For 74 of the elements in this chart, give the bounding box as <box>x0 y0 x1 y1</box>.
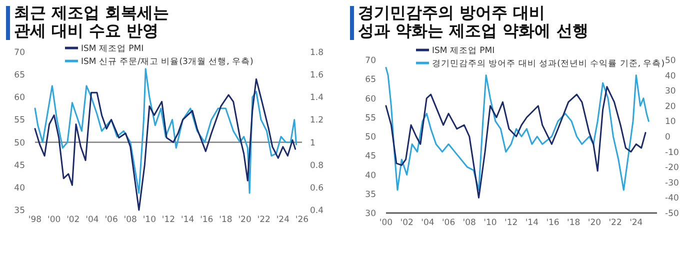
y-tick-label: 60 <box>14 93 25 104</box>
x-tick-label: '00 <box>379 218 393 228</box>
legend-label: ISM 신규 주문/재고 비율(3개월 선행, 우측) <box>81 57 254 67</box>
y2-tick-label: -20 <box>665 163 679 174</box>
y2-tick-label: 30 <box>665 86 676 97</box>
x-tick-label: '16 <box>200 215 214 225</box>
x-tick-label: '20 <box>588 218 602 228</box>
x-tick-label: '22 <box>257 215 270 225</box>
legend-label: ISM 제조업 PMI <box>81 44 144 54</box>
y-tick-label: 40 <box>14 183 25 194</box>
legend-label: 경기민감주의 방어주 대비 성과(전년비 수익률 기준, 우측) <box>432 59 665 69</box>
y2-tick-label: 0.4 <box>310 206 324 216</box>
x-tick-label: '26 <box>295 215 309 225</box>
y-tick-label: 55 <box>14 116 25 126</box>
y2-tick-label: 10 <box>665 117 676 128</box>
y2-tick-label: 50 <box>665 56 676 66</box>
x-tick-label: '12 <box>162 215 176 225</box>
line-series <box>34 78 296 211</box>
y-tick-label: 65 <box>14 70 25 81</box>
y2-tick-label: 1.2 <box>310 116 324 126</box>
chart-title: 최근 제조업 회복세는 관세 대비 수요 반영 <box>14 3 170 40</box>
y-tick-label: 55 <box>365 113 376 124</box>
x-tick-label: '10 <box>484 218 497 228</box>
x-tick-label: '00 <box>47 215 61 225</box>
x-tick-label: '18 <box>219 215 232 225</box>
x-tick-label: '02 <box>66 215 80 225</box>
y-tick-label: 40 <box>365 170 376 181</box>
x-tick-label: '98 <box>28 215 42 225</box>
x-tick-label: '18 <box>567 218 580 228</box>
y2-tick-label: -40 <box>665 194 679 204</box>
x-tick-label: '14 <box>525 218 538 228</box>
y2-tick-label: 1.8 <box>310 48 324 58</box>
x-tick-label: '08 <box>462 218 476 228</box>
line-series <box>385 86 646 198</box>
legend-label: ISM 제조업 PMI <box>432 46 495 56</box>
x-tick-label: '20 <box>238 215 252 225</box>
x-tick-label: '22 <box>608 218 622 228</box>
x-tick-label: '24 <box>630 218 643 228</box>
x-tick-label: '10 <box>142 215 156 225</box>
y2-tick-label: -50 <box>665 209 679 219</box>
y2-tick-label: -10 <box>665 148 679 158</box>
y2-tick-label: 0.8 <box>310 160 324 171</box>
x-tick-label: '04 <box>86 215 99 225</box>
line-series <box>385 66 650 191</box>
x-tick-label: '02 <box>400 218 414 228</box>
y-tick-label: 65 <box>365 75 376 86</box>
y2-tick-label: 20 <box>665 102 676 112</box>
y-tick-label: 50 <box>365 132 376 142</box>
y2-tick-label: 1.4 <box>310 93 324 104</box>
x-tick-label: '04 <box>421 218 434 228</box>
x-tick-label: '16 <box>546 218 560 228</box>
y2-tick-label: 40 <box>665 71 676 82</box>
x-tick-label: '12 <box>504 218 518 228</box>
y2-tick-label: 0.6 <box>310 183 324 194</box>
y2-tick-label: 1 <box>310 138 316 148</box>
y2-tick-label: -30 <box>665 178 679 188</box>
x-tick-label: '06 <box>442 218 456 228</box>
y-tick-label: 45 <box>365 152 376 162</box>
y-tick-label: 50 <box>14 138 25 148</box>
y-tick-label: 35 <box>14 206 25 216</box>
x-tick-label: '06 <box>104 215 118 225</box>
chart-title: 경기민감주의 방어주 대비 성과 약화는 제조업 약화에 선행 <box>358 3 588 40</box>
x-tick-label: '24 <box>276 215 290 225</box>
line-series <box>34 68 298 194</box>
y-tick-label: 70 <box>14 48 25 58</box>
y-tick-label: 60 <box>365 94 376 104</box>
y-tick-label: 45 <box>14 160 25 171</box>
y-tick-label: 30 <box>365 209 376 219</box>
y2-tick-label: 1.6 <box>310 70 324 81</box>
y-tick-label: 70 <box>365 56 376 66</box>
y-tick-label: 35 <box>365 190 376 200</box>
y2-tick-label: 0 <box>665 132 670 142</box>
x-tick-label: '14 <box>180 215 194 225</box>
x-tick-label: '08 <box>124 215 137 225</box>
